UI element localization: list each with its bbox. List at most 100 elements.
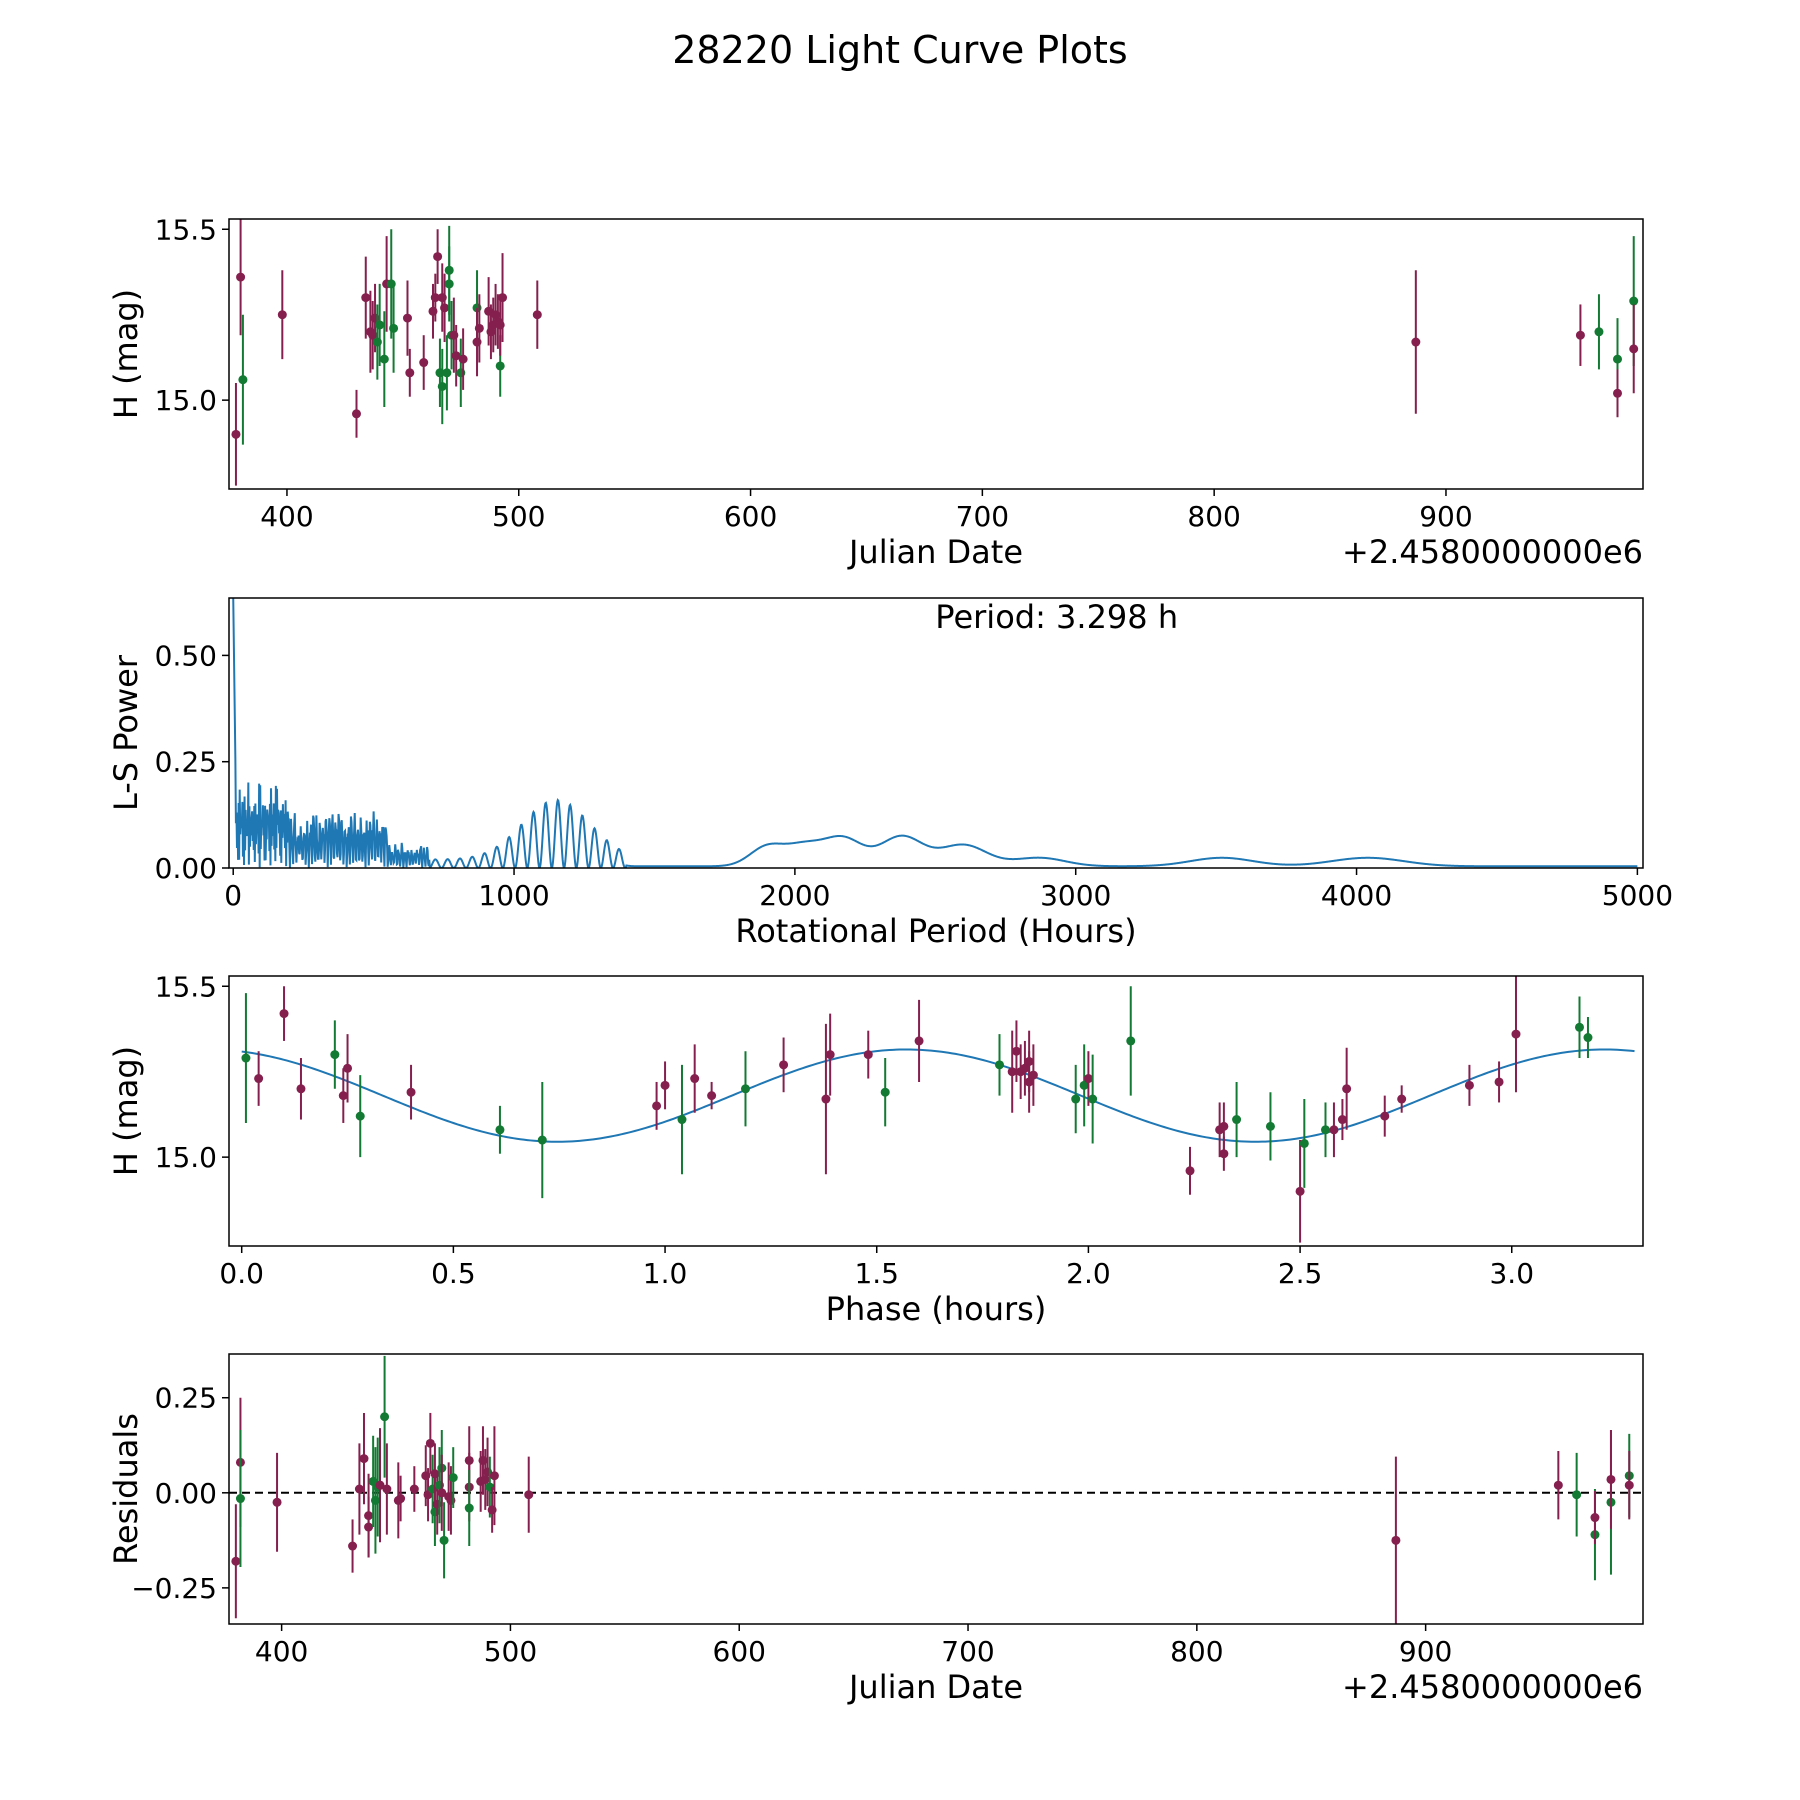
data-point	[442, 335, 452, 411]
data-point	[254, 1051, 264, 1106]
data-point	[1583, 1017, 1593, 1059]
data-marker	[348, 1541, 358, 1551]
data-point	[537, 1081, 547, 1199]
x-tick-label: 5000	[1602, 879, 1673, 912]
data-point	[677, 1064, 687, 1175]
data-marker	[914, 1036, 924, 1046]
data-marker	[396, 1494, 406, 1504]
x-tick-label: 900	[1419, 500, 1472, 533]
data-point	[359, 1412, 369, 1505]
data-point	[652, 1081, 662, 1130]
data-marker	[1024, 1077, 1034, 1087]
data-marker	[1648, 293, 1657, 302]
data-point	[236, 219, 246, 336]
data-marker	[1583, 1033, 1593, 1043]
data-point	[1265, 1092, 1275, 1161]
data-point	[343, 1034, 353, 1103]
data-point	[1411, 270, 1421, 414]
data-marker	[448, 1473, 458, 1483]
data-marker	[430, 293, 440, 303]
data-point	[1028, 1044, 1038, 1106]
data-marker	[235, 1494, 245, 1504]
data-marker	[1320, 1125, 1330, 1135]
data-marker	[1391, 1535, 1401, 1545]
y-axis-label: H (mag)	[107, 289, 145, 419]
data-marker	[1079, 1080, 1089, 1090]
data-point	[1088, 1054, 1098, 1144]
data-marker	[677, 1115, 687, 1125]
data-marker	[863, 1050, 873, 1060]
data-marker	[532, 310, 542, 320]
data-point	[379, 311, 389, 407]
data-marker	[440, 303, 450, 313]
axes-frame	[228, 597, 1644, 869]
x-tick-label: 700	[956, 500, 1009, 533]
model-curve	[241, 1048, 1635, 1143]
x-tick-label: 2.0	[1066, 1257, 1111, 1290]
data-point	[995, 1034, 1005, 1096]
x-tick-label: 0	[224, 879, 242, 912]
data-point	[279, 986, 289, 1041]
data-point	[474, 294, 484, 363]
y-tick-label: 15.5	[155, 213, 217, 246]
data-marker	[1342, 1084, 1352, 1094]
data-point	[1020, 1040, 1030, 1096]
data-marker	[1648, 303, 1657, 312]
data-marker	[1232, 1115, 1242, 1125]
x-tick-label: 1.5	[854, 1257, 899, 1290]
data-point	[437, 1454, 447, 1531]
x-tick-label: 400	[255, 1635, 308, 1668]
data-marker	[439, 1535, 449, 1545]
data-marker	[1613, 388, 1623, 398]
data-point	[375, 1428, 385, 1543]
data-marker	[1594, 327, 1604, 337]
data-point	[451, 324, 461, 387]
data-marker	[779, 1060, 789, 1070]
data-point	[1594, 294, 1604, 370]
data-marker	[254, 1074, 264, 1084]
data-point	[375, 283, 385, 366]
data-point	[1494, 1061, 1504, 1103]
x-tick-label: 600	[713, 1635, 766, 1668]
data-point	[382, 1443, 392, 1535]
data-point	[707, 1081, 717, 1110]
y-tick-label: 0.50	[155, 639, 217, 672]
data-point	[660, 1061, 670, 1110]
x-tick-label: 500	[484, 1635, 537, 1668]
data-marker	[995, 1060, 1005, 1070]
data-point	[1575, 304, 1585, 366]
data-marker	[1575, 330, 1585, 340]
data-marker	[707, 1091, 717, 1101]
data-point	[880, 1058, 890, 1127]
data-marker	[1411, 337, 1421, 347]
data-point	[1071, 1064, 1081, 1134]
data-point	[825, 1013, 835, 1096]
data-marker	[498, 293, 508, 303]
data-point	[444, 246, 454, 322]
data-marker	[825, 1050, 835, 1060]
data-marker	[1020, 1063, 1030, 1073]
phased-plot-area	[241, 976, 1635, 1243]
period-annotation: Period: 3.298 h	[935, 598, 1178, 636]
data-point	[1624, 1450, 1634, 1520]
data-point	[380, 1355, 390, 1478]
data-point	[409, 1466, 419, 1512]
x-tick-label: 1.0	[643, 1257, 688, 1290]
x-tick-label: 2000	[759, 879, 830, 912]
data-point	[1232, 1081, 1242, 1158]
data-point	[458, 328, 468, 390]
data-marker	[458, 354, 468, 364]
residuals-plot-area	[229, 1355, 1643, 1624]
data-marker	[338, 1091, 348, 1101]
x-tick-label: 500	[492, 500, 545, 533]
data-marker	[382, 1484, 392, 1494]
y-tick-label: −0.25	[131, 1572, 217, 1605]
data-marker	[1295, 1186, 1305, 1196]
data-point	[1380, 1095, 1390, 1137]
data-point	[914, 999, 924, 1082]
data-marker	[433, 252, 443, 262]
data-point	[1553, 1450, 1563, 1520]
axes-frame	[228, 1353, 1644, 1625]
data-marker	[1011, 1046, 1021, 1056]
